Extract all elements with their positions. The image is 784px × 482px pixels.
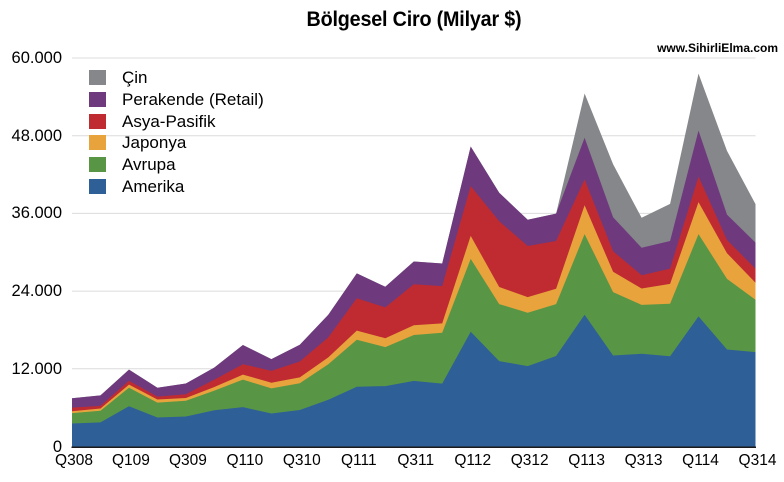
legend-swatch-icon [89, 135, 106, 151]
legend-label: Asya-Pasifik [122, 111, 216, 131]
x-axis-label-Q312: Q312 [510, 452, 549, 469]
x-axis-label-Q314: Q314 [738, 452, 777, 469]
y-axis-label-24.000: 24.000 [11, 282, 62, 301]
y-axis-label-36.000: 36.000 [11, 204, 62, 223]
legend: Çin Perakende (Retail) Asya-Pasifik Japonya… [89, 67, 264, 197]
y-axis-label-12.000: 12.000 [11, 359, 62, 378]
legend-swatch-icon [89, 178, 106, 194]
x-axis-label-Q308: Q308 [55, 452, 93, 469]
x-axis-label-Q112: Q112 [454, 452, 492, 469]
chart-title: Bölgesel Ciro (Milyar $) [306, 8, 522, 31]
legend-swatch-icon [89, 70, 106, 86]
watermark-link[interactable]: www.SihirliElma.com [657, 41, 778, 55]
legend-label: Perakende (Retail) [122, 90, 264, 110]
legend-item: Asya-Pasifik [89, 110, 264, 132]
area-series-amerika [72, 314, 756, 447]
x-axis-label-Q310: Q310 [282, 452, 321, 469]
legend-item: Japonya [89, 132, 264, 154]
legend-item: Perakende (Retail) [89, 89, 264, 111]
legend-label: Japonya [122, 133, 187, 153]
y-axis-label-0: 0 [52, 437, 62, 456]
x-axis-label-Q309: Q309 [168, 452, 207, 469]
legend-item: Çin [89, 67, 264, 89]
legend-label: Amerika [122, 176, 185, 196]
x-axis-label-Q313: Q313 [624, 452, 663, 469]
legend-item: Amerika [89, 175, 264, 197]
y-axis-label-48.000: 48.000 [11, 126, 62, 145]
y-axis-label-60.000: 60.000 [11, 49, 62, 67]
x-axis-label-Q111: Q111 [340, 452, 377, 469]
x-axis-label-Q113: Q113 [568, 452, 606, 469]
x-axis-label-Q109: Q109 [111, 452, 150, 469]
legend-label: Avrupa [122, 155, 176, 175]
legend-item: Avrupa [89, 154, 264, 176]
legend-swatch-icon [89, 113, 106, 129]
legend-label: Çin [122, 68, 148, 88]
x-axis-label-Q311: Q311 [397, 452, 435, 469]
legend-swatch-icon [89, 157, 106, 173]
x-axis-label-Q114: Q114 [682, 452, 719, 469]
legend-swatch-icon [89, 92, 106, 108]
x-axis-label-Q110: Q110 [226, 452, 264, 469]
